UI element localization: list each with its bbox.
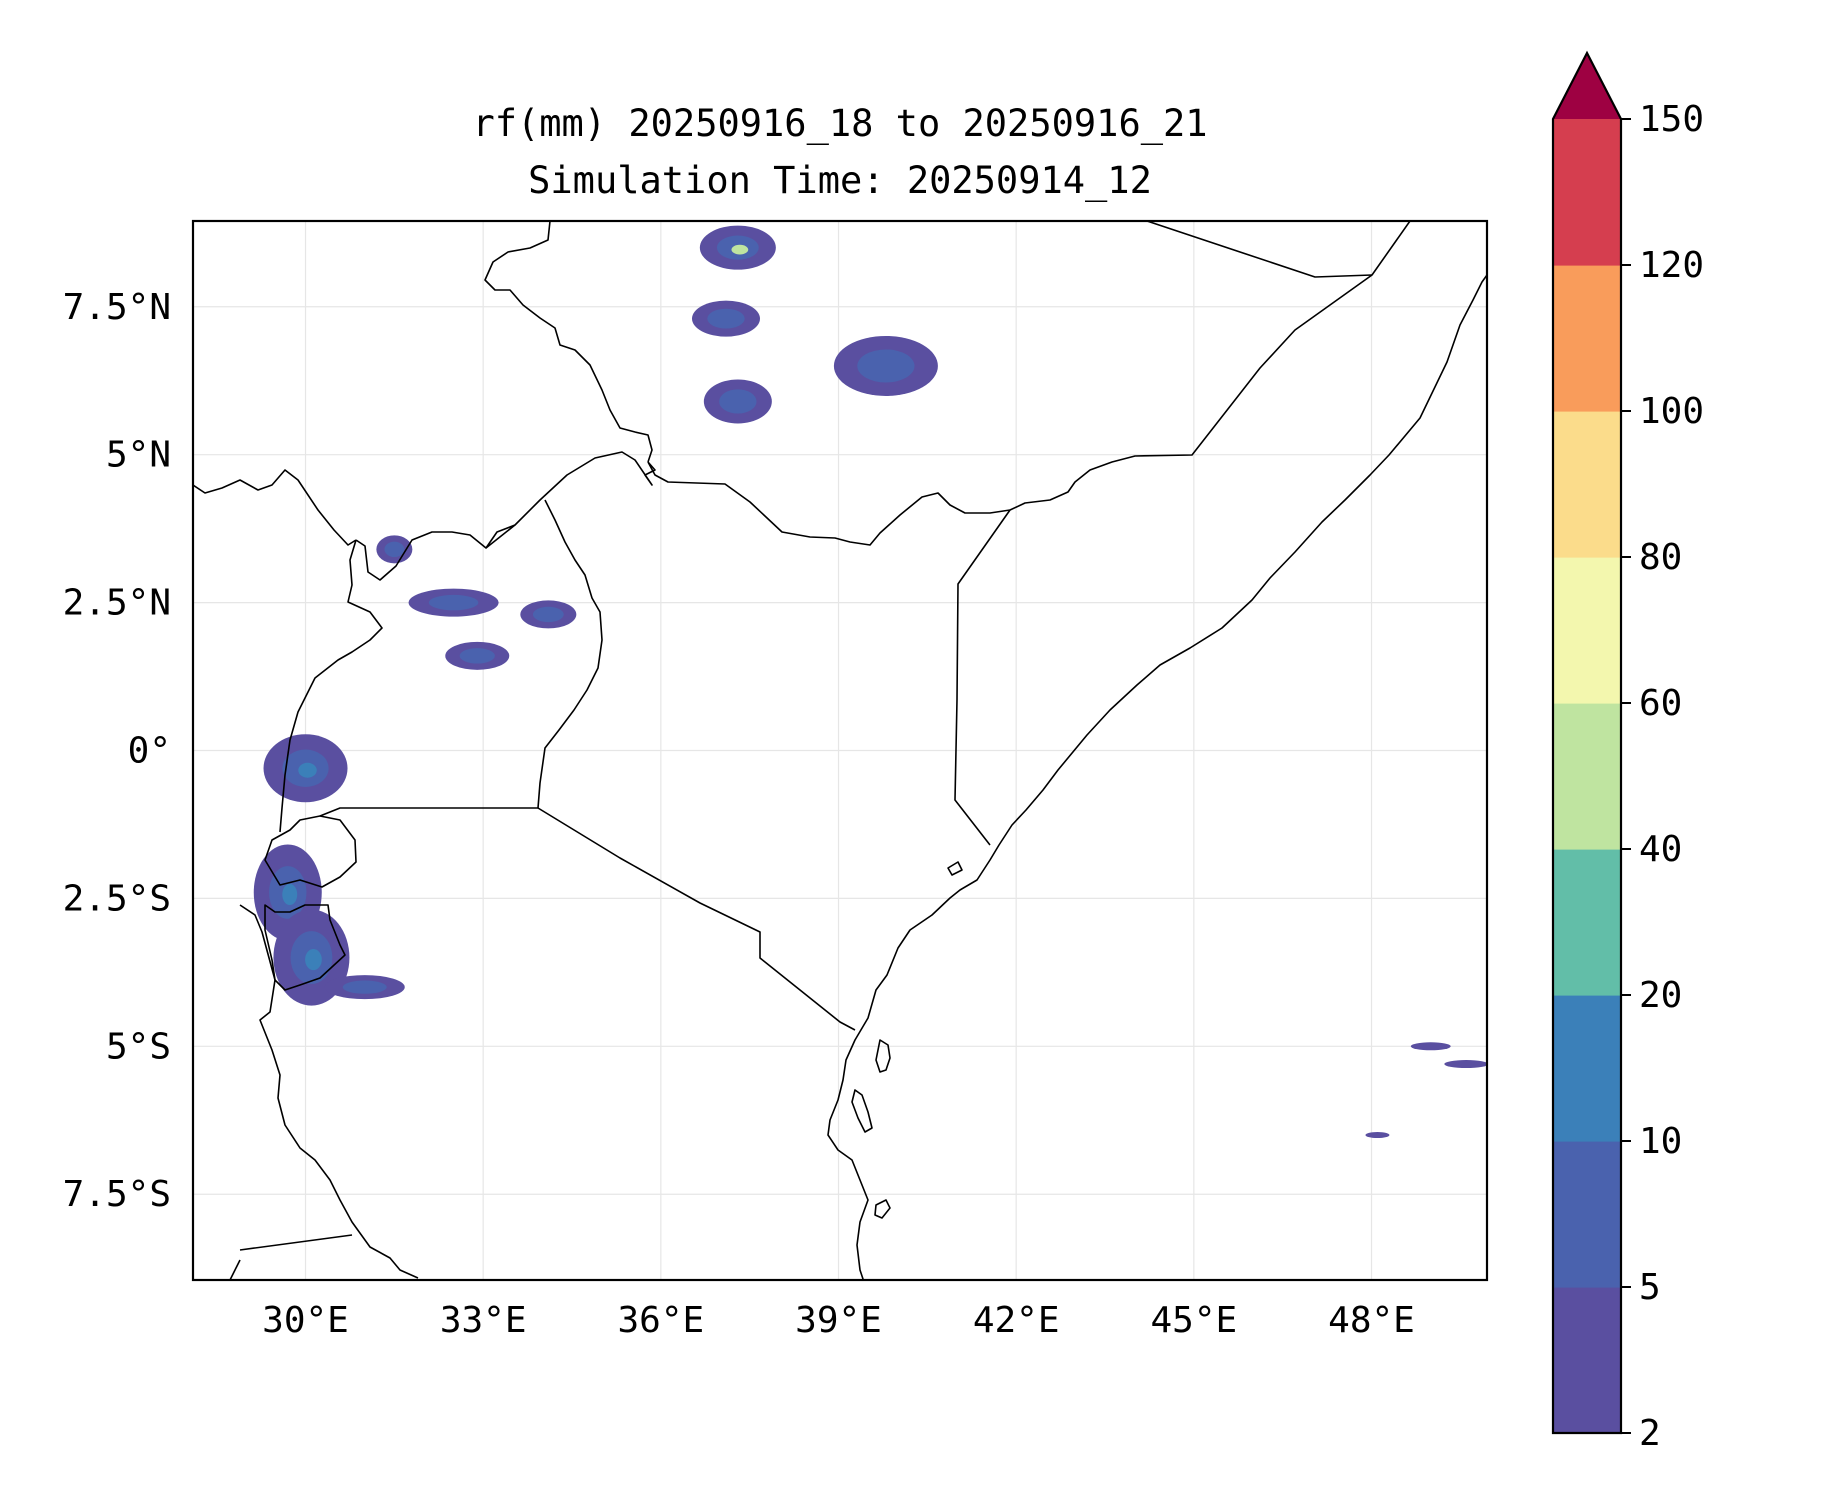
colorbar-segment [1553, 1141, 1621, 1288]
colorbar-tick-label: 120 [1639, 245, 1704, 286]
border-rwanda [264, 815, 357, 888]
colorbar-segment [1553, 849, 1621, 996]
map-subtitle: Simulation Time: 20250914_12 [528, 159, 1152, 203]
border-tanzania-west [239, 904, 419, 1279]
colorbar-tick-label: 20 [1639, 975, 1682, 1016]
rain-core [342, 980, 387, 994]
border-southsudan-uganda [355, 524, 516, 581]
border-kenya-somalia [954, 509, 1011, 846]
colorbar-segment [1553, 265, 1621, 412]
border-sudan-ethiopia [484, 221, 653, 463]
rain-peak [731, 244, 749, 255]
colorbar-extend-arrow [1553, 53, 1621, 119]
lat-tick-label: 2.5°N [63, 583, 171, 624]
border-uganda-kenya [537, 499, 603, 809]
colorbar-outline [1551, 50, 1623, 1435]
border-ethiopia-somalia [1009, 221, 1411, 511]
lon-tick-label: 36°E [618, 1300, 705, 1341]
colorbar-tick-label: 2 [1639, 1413, 1661, 1454]
rain-area [1410, 1042, 1451, 1051]
rain-core [707, 308, 745, 329]
rain-core [384, 541, 405, 558]
border-uganda-drc [279, 539, 383, 833]
longitude-labels: 30°E 33°E 36°E 39°E 42°E 45°E 48°E [262, 1300, 1415, 1341]
rainfall-layer [253, 225, 1487, 1139]
island-zanzibar [851, 1089, 873, 1133]
colorbar-segment [1553, 119, 1621, 266]
rain-peak [298, 762, 317, 778]
rain-core [459, 648, 495, 664]
rain-core [719, 389, 757, 414]
colorbar-segment [1553, 1287, 1621, 1434]
map-title: rf(mm) 20250916_18 to 20250916_21 [472, 102, 1207, 146]
coastline [827, 274, 1487, 1280]
borders-layer [193, 221, 1487, 1280]
rain-peak [282, 883, 298, 906]
rain-core [532, 606, 564, 623]
lon-tick-label: 48°E [1328, 1300, 1415, 1341]
lon-tick-label: 30°E [262, 1300, 349, 1341]
border-zambia-drc [229, 1259, 241, 1280]
colorbar-tick-label: 150 [1639, 99, 1704, 140]
lat-tick-label: 2.5°S [63, 878, 171, 919]
map-frame [191, 219, 1489, 1282]
colorbar-segment [1553, 411, 1621, 558]
colorbar-tick-label: 40 [1639, 829, 1682, 870]
lat-tick-label: 5°S [106, 1026, 171, 1067]
colorbar-tick-label: 100 [1639, 391, 1704, 432]
border-tanzania-zambia [239, 1234, 353, 1251]
island-lamu [947, 861, 963, 876]
border-burundi [264, 904, 346, 991]
border-southsudan-ethiopia [485, 451, 656, 549]
border-drc-southsudan [193, 469, 357, 546]
rain-area [1365, 1132, 1390, 1139]
rain-core [428, 594, 479, 611]
border-ethiopia-kenya [647, 461, 1011, 546]
lon-tick-label: 39°E [795, 1300, 882, 1341]
colorbar-tick-label: 80 [1639, 537, 1682, 578]
latitude-labels: 7.5°N 5°N 2.5°N 0° 2.5°S 5°S 7.5°S [63, 287, 171, 1215]
colorbar-segment [1553, 995, 1621, 1142]
rain-peak [305, 949, 322, 971]
lon-tick-label: 42°E [973, 1300, 1060, 1341]
lon-tick-label: 33°E [440, 1300, 527, 1341]
island-pemba [875, 1039, 891, 1073]
lat-tick-label: 7.5°S [63, 1174, 171, 1215]
lat-tick-label: 0° [128, 731, 171, 772]
rain-core [857, 349, 915, 383]
lat-tick-label: 5°N [106, 435, 171, 476]
rain-area [1444, 1060, 1487, 1069]
border-kenya-tanzania [537, 807, 856, 1031]
colorbar-tick-label: 5 [1639, 1267, 1661, 1308]
lat-tick-label: 7.5°N [63, 287, 171, 328]
colorbar-tick-label: 10 [1639, 1121, 1682, 1162]
map-panel [191, 219, 1489, 1282]
island-mafia [874, 1199, 891, 1219]
lon-tick-label: 45°E [1150, 1300, 1237, 1341]
colorbar-segment [1553, 703, 1621, 850]
colorbar-tick-label: 60 [1639, 683, 1682, 724]
border-ethiopia-somaliland [1146, 221, 1373, 278]
colorbar-segment [1553, 557, 1621, 704]
border-uganda-tanzania [319, 807, 538, 817]
colorbar: 2 5 10 20 40 60 80 100 120 150 [1551, 50, 1704, 1454]
